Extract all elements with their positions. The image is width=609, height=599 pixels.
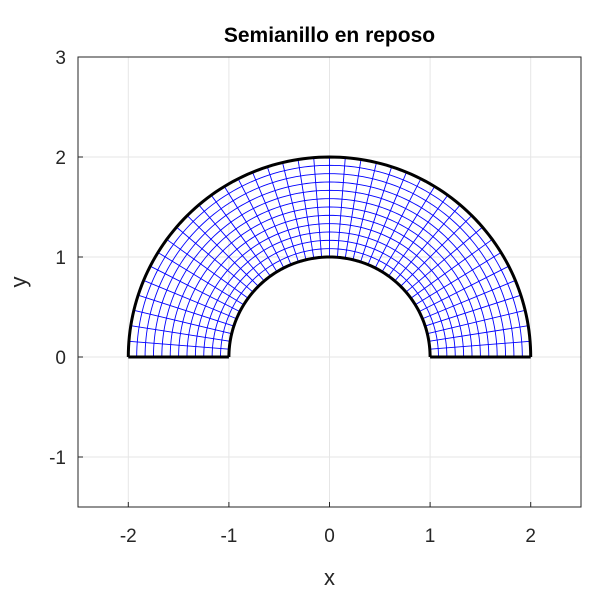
mesh-radial-line — [400, 215, 473, 287]
mesh-radial-line — [143, 280, 237, 320]
mesh-radial-line — [266, 166, 299, 263]
x-tick-label: -1 — [220, 526, 237, 547]
mesh-radial-line — [428, 325, 529, 342]
x-tick-label: -2 — [120, 526, 137, 547]
mesh-radial-line — [367, 172, 407, 265]
y-tick-label: 3 — [55, 48, 66, 69]
mesh-radial-line — [176, 226, 254, 293]
y-tick-label: 0 — [55, 348, 66, 369]
mesh-radial-line — [425, 294, 521, 327]
mesh-radial-line — [133, 309, 232, 335]
mesh-radial-line — [336, 157, 346, 258]
mesh-radial-line — [410, 239, 493, 299]
x-axis-label: x — [324, 565, 335, 590]
mesh-radial-line — [374, 178, 422, 269]
mesh-radial-line — [405, 226, 483, 293]
mesh-radial-line — [394, 204, 461, 282]
mesh-radial-line — [427, 309, 526, 335]
y-tick-label: 1 — [55, 248, 66, 269]
x-tick-label: 0 — [324, 526, 335, 547]
mesh-radial-line — [186, 215, 259, 287]
mesh-radial-line — [422, 280, 516, 320]
mesh-radial-line — [381, 186, 436, 272]
y-tick-label: -1 — [49, 448, 66, 469]
mesh-radial-line — [138, 294, 234, 327]
ticks: -2 -1 0 1 2 -1 0 1 2 3 — [49, 48, 536, 547]
mesh-radial-line — [237, 178, 285, 269]
x-tick-label: 2 — [525, 526, 536, 547]
mesh-radial-line — [252, 172, 292, 265]
mesh-radial-line — [223, 186, 278, 272]
mesh-radial-line — [388, 194, 449, 277]
mesh-radial-line — [166, 239, 249, 299]
mesh-radial-line — [352, 162, 377, 260]
y-axis-label: y — [6, 277, 31, 288]
mesh-radial-line — [360, 166, 393, 263]
x-tick-label: 1 — [425, 526, 436, 547]
mesh-radial-line — [415, 252, 502, 306]
inner-boundary — [227, 255, 432, 358]
mesh-radial-line — [210, 194, 271, 277]
mesh-radial-line — [157, 252, 244, 306]
mesh-radial-line — [344, 159, 362, 259]
mesh-radial-line — [282, 162, 307, 260]
mesh-radial-line — [150, 265, 241, 313]
mesh-radial-line — [313, 157, 323, 258]
outer-boundary — [126, 155, 533, 358]
mesh-radial-line — [418, 265, 509, 313]
mesh-radial-line — [429, 340, 531, 350]
mesh-radial-line — [128, 340, 230, 350]
mesh-radial-line — [297, 159, 315, 259]
grid — [78, 56, 581, 507]
boundary — [126, 155, 533, 359]
mesh-radial-line — [130, 325, 231, 342]
y-tick-label: 2 — [55, 148, 66, 169]
mesh-radial-line — [198, 204, 265, 282]
chart-title: Semianillo en reposo — [224, 24, 435, 47]
